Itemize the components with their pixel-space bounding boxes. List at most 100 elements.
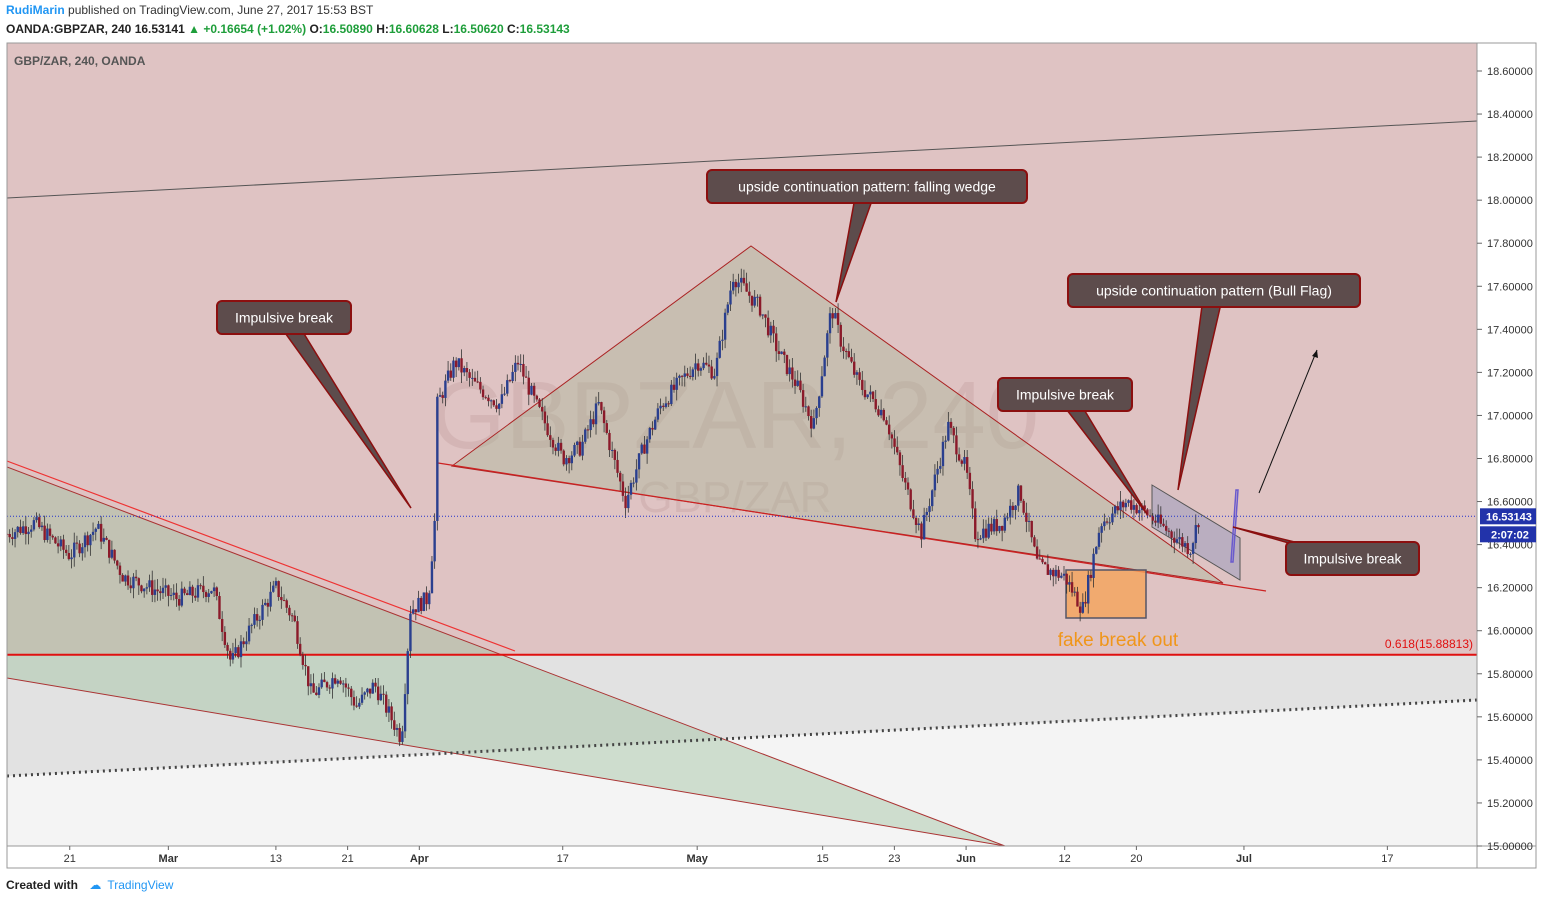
candle-body — [164, 585, 167, 588]
callout-impulsive-break-3-box — [1285, 541, 1420, 576]
candle-body — [586, 429, 590, 431]
candle-body — [406, 651, 409, 695]
candle-body — [309, 683, 313, 687]
candle-body — [94, 528, 97, 532]
candle-body — [839, 324, 842, 347]
candle-body — [893, 438, 896, 447]
candle-body — [866, 394, 869, 398]
price-axis[interactable]: 18.60000 18.40000 18.20000 18.00000 17.80000… — [1477, 66, 1533, 853]
candle-body — [188, 586, 192, 595]
candle-body — [183, 588, 186, 594]
candle-body — [207, 593, 210, 597]
candle-body — [239, 641, 243, 658]
candle-body — [503, 393, 506, 395]
candle-body — [390, 706, 393, 721]
candle-body — [495, 405, 498, 409]
close-value: 16.53143 — [519, 22, 570, 36]
candle-body — [204, 592, 208, 597]
candle-body — [1097, 532, 1101, 547]
candle-body — [274, 581, 278, 586]
candle-body — [350, 688, 353, 698]
candle-body — [1084, 601, 1087, 604]
countdown-tag-text: 2:07:02 — [1491, 529, 1529, 541]
candle-body — [312, 683, 315, 693]
candle-body — [936, 468, 939, 475]
candle-body — [202, 585, 205, 593]
candle-body — [91, 531, 95, 535]
candle-body — [667, 403, 670, 405]
candle-body — [51, 535, 54, 538]
candle-body — [807, 406, 810, 417]
candle-body — [436, 396, 439, 521]
candle-body — [922, 514, 926, 540]
candle-body — [414, 609, 418, 613]
candle-body — [293, 615, 296, 622]
candle-body — [19, 526, 22, 534]
candle-body — [1138, 510, 1141, 514]
candle-body — [836, 313, 840, 325]
tradingview-logo-icon[interactable]: ☁ — [89, 878, 102, 892]
candle-body — [272, 585, 275, 592]
candle-body — [1054, 569, 1058, 577]
price-tick-label: 15.40000 — [1487, 755, 1533, 767]
candle-body — [610, 449, 614, 451]
candle-body — [965, 457, 969, 473]
candle-body — [457, 358, 461, 368]
candle-body — [374, 682, 377, 687]
candle-body — [116, 560, 119, 566]
candle-body — [422, 592, 426, 611]
candle-body — [1081, 601, 1085, 613]
candle-body — [769, 325, 773, 336]
time-tick-label: Apr — [410, 853, 430, 865]
candle-body — [616, 459, 619, 473]
candle-body — [624, 495, 627, 509]
candle-body — [758, 296, 762, 316]
time-axis[interactable]: 21 Mar 13 21 Apr 17 May 15 23 Jun 12 20 Jul 17 — [64, 846, 1394, 865]
candle-body — [1159, 514, 1163, 524]
candle-body — [691, 369, 695, 377]
projection-arrow-icon — [1312, 350, 1318, 358]
candle-body — [637, 453, 641, 470]
candle-body — [796, 380, 799, 386]
candle-body — [1119, 501, 1122, 511]
price-tick-label: 18.40000 — [1487, 109, 1533, 121]
candle-body — [145, 587, 149, 589]
candle-body — [979, 538, 982, 540]
left-wedge-channel-line — [7, 460, 516, 652]
candle-body — [446, 370, 450, 381]
candle-body — [86, 535, 89, 546]
callout-impulsive-break-1-box — [216, 300, 352, 335]
tradingview-brand[interactable]: TradingView — [107, 878, 174, 892]
candle-body — [1151, 515, 1154, 521]
candle-body — [831, 313, 834, 319]
projection-arrow-line — [1258, 349, 1318, 494]
candle-body — [532, 385, 536, 396]
candle-body — [675, 377, 678, 390]
candle-body — [341, 683, 345, 685]
candle-body — [126, 575, 130, 586]
candle-body — [514, 362, 517, 372]
time-tick-label: 17 — [557, 853, 569, 865]
candle-body — [258, 619, 262, 621]
candle-body — [549, 435, 552, 440]
candle-body — [1030, 520, 1033, 538]
candle-body — [11, 537, 14, 539]
candle-body — [167, 585, 170, 596]
candle-body — [234, 647, 237, 654]
candle-body — [1191, 543, 1195, 554]
candle-body — [1014, 505, 1017, 511]
price-tick-label: 15.80000 — [1487, 669, 1533, 681]
candle-body — [573, 444, 576, 456]
candle-body — [487, 397, 490, 402]
author-name[interactable]: RudiMarin — [6, 3, 65, 17]
candle-body — [288, 607, 291, 616]
candle-body — [59, 539, 62, 547]
candle-body — [1049, 569, 1052, 575]
candle-body — [177, 599, 181, 606]
candle-body — [325, 682, 329, 688]
time-tick-label: 12 — [1059, 853, 1071, 865]
candle-body — [1108, 522, 1111, 524]
candle-body — [1186, 543, 1189, 555]
candle-body — [882, 409, 885, 421]
